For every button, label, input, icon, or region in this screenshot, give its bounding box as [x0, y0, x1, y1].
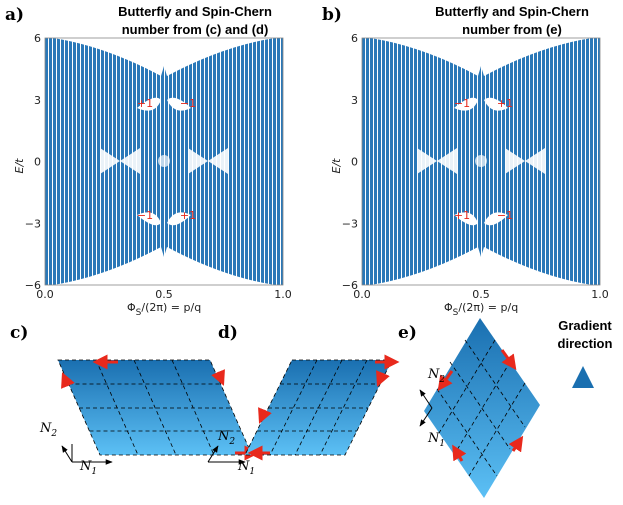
gradient-label: Gradient	[558, 318, 612, 333]
panel-label: c)	[10, 323, 28, 343]
gradient-label: direction	[558, 336, 613, 351]
x-axis-label-rest: /(2π) = p/q	[458, 301, 518, 314]
x-tick-label: 0.0	[353, 288, 371, 301]
n2-label-sub: 2	[50, 429, 57, 439]
butterfly	[45, 38, 283, 285]
panel-label: b)	[322, 5, 342, 25]
n1-label: N1	[79, 459, 97, 477]
plots	[45, 38, 600, 285]
x-tick-label: 1.0	[274, 288, 292, 301]
lattice-e	[419, 318, 540, 498]
chern-number: −1	[497, 209, 513, 222]
x-axis-label-sub: S	[453, 308, 459, 318]
panel-title: Butterfly and Spin-Chern	[435, 4, 589, 19]
labels: a) Butterfly and Spin-Chern number from (c…	[5, 4, 613, 477]
x-axis-label-rest: /(2π) = p/q	[141, 301, 201, 314]
chern-number: +1	[180, 209, 196, 222]
n2-label-main: N	[217, 429, 230, 444]
chern-number: +1	[454, 209, 470, 222]
n1-label-main: N	[237, 459, 250, 474]
n2-label: N2	[427, 367, 445, 385]
panel-label: d)	[218, 323, 238, 343]
n2-label: N2	[217, 429, 235, 447]
y-tick-label: 0	[34, 156, 41, 169]
chern-number: +1	[137, 97, 153, 110]
panel-title: Butterfly and Spin-Chern	[118, 4, 272, 19]
y-tick-label: 3	[34, 94, 41, 107]
panel-label: a)	[5, 5, 24, 25]
n1-label-main: N	[427, 431, 440, 446]
chern-number: −1	[180, 97, 196, 110]
n2-label-main: N	[39, 421, 52, 436]
lattice-d	[207, 354, 400, 465]
n1-label: N1	[237, 459, 255, 477]
chern-number: −1	[137, 209, 153, 222]
x-axis-label: ΦS/(2π) = p/q	[127, 301, 201, 318]
n1-label-sub: 1	[439, 439, 445, 449]
y-tick-label: 3	[351, 94, 358, 107]
chern-number: −1	[454, 97, 470, 110]
n1-label: N1	[427, 431, 445, 449]
y-tick-label: −3	[25, 217, 41, 230]
y-axis-label: E/t	[330, 158, 343, 174]
y-axis-label: E/t	[13, 158, 26, 174]
n1-label-sub: 1	[249, 467, 255, 477]
x-axis-label-main: Φ	[127, 301, 136, 314]
lattice-c	[57, 354, 260, 462]
y-tick-label: −3	[342, 217, 358, 230]
n2-label: N2	[39, 421, 57, 439]
y-tick-label: −6	[25, 279, 41, 292]
x-tick-label: 1.0	[591, 288, 609, 301]
y-tick-label: 0	[351, 156, 358, 169]
butterfly	[362, 38, 600, 285]
n2-label-sub: 2	[228, 437, 235, 447]
x-tick-label: 0.5	[472, 288, 490, 301]
y-tick-label: 6	[351, 32, 358, 45]
x-axis-label-main: Φ	[444, 301, 453, 314]
x-tick-label: 0.0	[36, 288, 54, 301]
n2-label-sub: 2	[438, 375, 445, 385]
panel-title: number from (e)	[462, 22, 562, 37]
x-axis-label: ΦS/(2π) = p/q	[444, 301, 518, 318]
n1-label-sub: 1	[91, 467, 97, 477]
x-axis-label-sub: S	[136, 308, 142, 318]
gradient-arrow-head	[572, 366, 594, 388]
x-tick-label: 0.5	[155, 288, 173, 301]
n2-label-main: N	[427, 367, 440, 382]
panel-title: number from (c) and (d)	[122, 22, 269, 37]
chern-number: +1	[497, 97, 513, 110]
y-tick-label: −6	[342, 279, 358, 292]
n1-label-main: N	[79, 459, 92, 474]
y-tick-label: 6	[34, 32, 41, 45]
panel-label: e)	[398, 323, 417, 343]
